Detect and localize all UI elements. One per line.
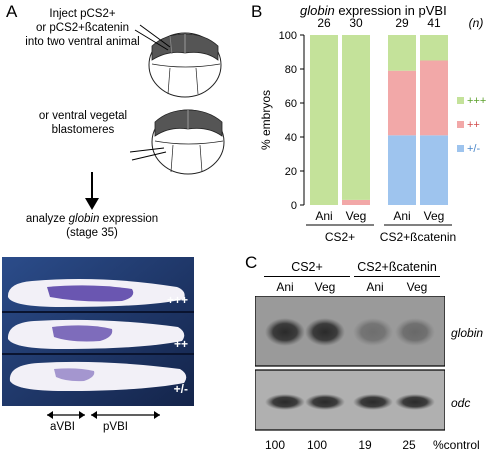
vegetal-text: or ventral vegetal blastomeres: [28, 110, 138, 138]
blot-lane-label-3: Ani: [366, 280, 384, 294]
y-tick-label-5: 100: [279, 30, 297, 42]
analyze-suffix: expression: [99, 213, 159, 225]
embryo-photos: [2, 257, 194, 406]
stacked-bar-chart: 0 20 40 60 80 100 % embryos 26 Ani 30 Veg 29 Ani 41 Ve…: [259, 16, 486, 244]
y-axis-label: % embryos: [259, 90, 273, 150]
globin-band-3: [395, 318, 435, 346]
blot-percent-1: 100: [264, 438, 286, 452]
x-tick-label-0: Ani: [315, 209, 332, 223]
embryo-score-2: ++: [173, 337, 188, 351]
stage-line: (stage 35): [66, 226, 118, 239]
blot-percent-3: 19: [358, 438, 372, 452]
y-tick-label-2: 40: [285, 132, 297, 144]
inject-line-2: or pCS2+ßcatenin: [35, 21, 129, 34]
region-arrows: [47, 411, 160, 419]
panel-c-letter: C: [245, 253, 258, 272]
legend-label-2: +++: [467, 95, 486, 107]
globin-band-2: [353, 318, 393, 346]
bar-0-seg-2: [310, 35, 338, 205]
y-tick-label-0: 0: [291, 200, 297, 212]
blot-percent-label: %control: [433, 438, 480, 452]
analyze-gene: globin: [68, 213, 100, 225]
inject-text: Inject pCS2+ or pCS2+ßcatenin into two v…: [20, 8, 145, 49]
bar-2-seg-1: [388, 70, 416, 136]
n-label-2: 29: [395, 16, 409, 30]
region-label-pvbi: pVBI: [103, 421, 128, 433]
embryo-photo-strip: +++ ++ +/-: [2, 257, 194, 406]
n-label-1: 30: [349, 16, 363, 30]
legend-label-1: ++: [467, 119, 480, 131]
bar-1-seg-1: [342, 199, 370, 205]
x-tick-label-2: Ani: [393, 209, 410, 223]
embryo-2: [7, 319, 185, 349]
x-tick-label-3: Veg: [424, 209, 445, 223]
embryo-3: [9, 361, 187, 391]
blot-band-label-globin: globin: [451, 326, 484, 340]
embryo-score-3: +/-: [173, 382, 188, 396]
odc-band-2: [353, 394, 393, 410]
legend-label-0: +/-: [467, 143, 480, 155]
blot-percent-4: 25: [402, 438, 416, 452]
blot-group-line-cs2: [264, 276, 350, 277]
n-label-0: 26: [317, 16, 331, 30]
animal-injection-embryo-diagram: [134, 24, 222, 98]
bar-3-seg-1: [420, 60, 448, 136]
inject-line-3: into two ventral animal: [25, 35, 140, 48]
vegetal-injection-embryo-diagram: [130, 109, 225, 175]
inject-line-1: Inject pCS2+: [49, 8, 116, 20]
legend-swatch-0: [457, 145, 464, 152]
bar-2-seg-2: [388, 35, 416, 71]
blot-band-label-odc: odc: [451, 396, 471, 410]
northern-blot: [255, 296, 445, 431]
odc-band-1: [305, 394, 345, 410]
blot-group-label-catenin: CS2+ßcatenin: [357, 260, 437, 274]
analyze-text: analyze globin expression (stage 35): [14, 213, 170, 241]
panel-b-letter: B: [251, 2, 263, 21]
blot-group-line-catenin: [354, 276, 440, 277]
blot-lane-label-1: Ani: [276, 280, 294, 294]
chart-title-rest: expression in pVBI: [334, 3, 447, 18]
chart-title: globin expression in pVBI: [300, 3, 447, 18]
n-label-3: 41: [427, 16, 441, 30]
embryo-score-1: +++: [166, 293, 188, 307]
analyze-prefix: analyze: [25, 213, 69, 225]
region-label-avbi: aVBI: [50, 421, 75, 433]
bar-1-seg-2: [342, 35, 370, 200]
down-arrow-icon: [85, 172, 99, 210]
y-tick-label-3: 60: [285, 98, 297, 110]
globin-band-1: [305, 318, 345, 346]
legend-swatch-2: [457, 97, 464, 104]
odc-band-3: [395, 394, 435, 410]
y-tick-label-1: 20: [285, 166, 297, 178]
group-label-1: CS2+ßcatenin: [380, 230, 456, 244]
blot-lane-label-2: Veg: [314, 280, 336, 294]
group-label-0: CS2+: [325, 230, 355, 244]
embryo-1: [7, 279, 185, 307]
analyze-line: analyze globin expression: [14, 213, 170, 227]
panel-a-letter: A: [6, 2, 18, 21]
vegetal-line-2: blastomeres: [51, 123, 115, 136]
blot-group-label-cs2: CS2+: [291, 260, 323, 274]
chart-title-gene: globin: [300, 3, 335, 18]
bar-3-seg-2: [420, 35, 448, 61]
bar-2-seg-0: [388, 135, 416, 205]
x-tick-label-1: Veg: [346, 209, 367, 223]
bar-3-seg-0: [420, 135, 448, 205]
n-header: (n): [469, 16, 484, 30]
blot-percent-2: 100: [306, 438, 328, 452]
y-tick-label-4: 80: [285, 64, 297, 76]
blot-lane-label-4: Veg: [406, 280, 428, 294]
vegetal-line-1: or ventral vegetal: [38, 110, 128, 122]
odc-band-0: [265, 394, 305, 410]
globin-band-0: [265, 318, 305, 346]
legend-swatch-1: [457, 121, 464, 128]
